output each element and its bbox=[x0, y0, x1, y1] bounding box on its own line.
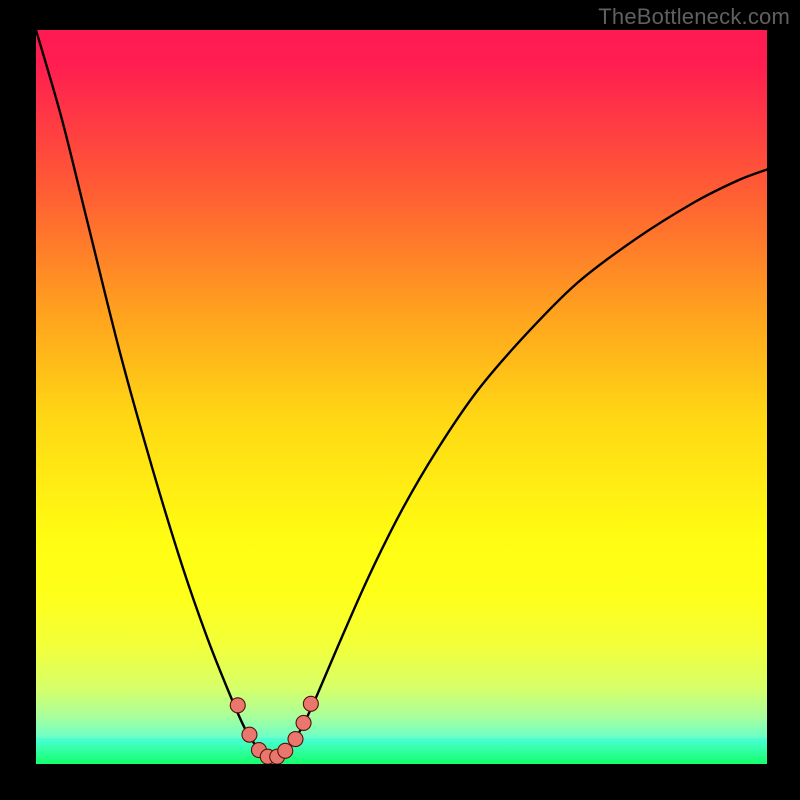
data-marker bbox=[296, 715, 311, 730]
chart-svg bbox=[36, 30, 767, 764]
data-marker bbox=[288, 732, 303, 747]
data-marker bbox=[242, 727, 257, 742]
data-marker bbox=[303, 696, 318, 711]
watermark-text: TheBottleneck.com bbox=[598, 4, 790, 30]
data-marker bbox=[230, 698, 245, 713]
chart-plot-area bbox=[36, 30, 767, 764]
bottleneck-curve bbox=[36, 30, 767, 757]
data-marker bbox=[278, 743, 293, 758]
